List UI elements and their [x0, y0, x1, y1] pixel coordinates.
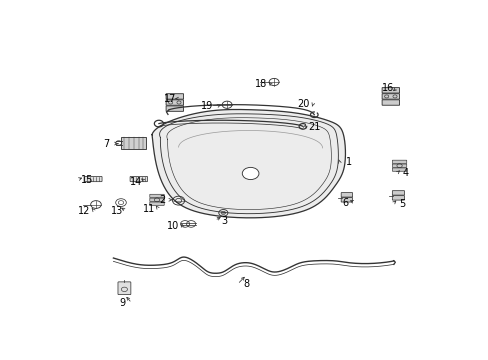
FancyBboxPatch shape [391, 191, 404, 195]
Text: 21: 21 [307, 122, 320, 132]
FancyBboxPatch shape [381, 87, 399, 93]
FancyBboxPatch shape [391, 164, 406, 167]
Text: 3: 3 [221, 216, 227, 226]
FancyBboxPatch shape [341, 193, 352, 197]
Text: 9: 9 [119, 298, 125, 308]
FancyBboxPatch shape [166, 94, 183, 99]
FancyBboxPatch shape [118, 282, 131, 294]
FancyBboxPatch shape [391, 168, 406, 171]
Text: 7: 7 [102, 139, 109, 149]
Text: 12: 12 [78, 206, 91, 216]
Circle shape [242, 167, 259, 180]
Text: 14: 14 [130, 177, 142, 187]
FancyBboxPatch shape [149, 202, 164, 205]
FancyBboxPatch shape [381, 100, 399, 105]
Polygon shape [152, 109, 345, 218]
Text: 15: 15 [81, 175, 93, 185]
FancyBboxPatch shape [166, 100, 183, 105]
Circle shape [221, 211, 225, 215]
Text: 5: 5 [398, 199, 405, 209]
FancyBboxPatch shape [121, 136, 146, 149]
FancyBboxPatch shape [391, 195, 404, 200]
Text: 8: 8 [243, 279, 249, 289]
Text: 4: 4 [402, 168, 408, 179]
Text: 6: 6 [342, 198, 348, 208]
FancyBboxPatch shape [391, 160, 406, 163]
FancyBboxPatch shape [166, 106, 183, 111]
FancyBboxPatch shape [149, 198, 164, 202]
Text: 11: 11 [142, 204, 155, 214]
Text: 1: 1 [346, 157, 351, 167]
Text: 16: 16 [381, 82, 393, 93]
FancyBboxPatch shape [381, 94, 399, 99]
Text: 20: 20 [297, 99, 309, 109]
Text: 2: 2 [159, 195, 165, 205]
Text: 19: 19 [201, 102, 213, 111]
Text: 13: 13 [110, 206, 122, 216]
FancyBboxPatch shape [341, 198, 352, 202]
FancyBboxPatch shape [149, 194, 164, 198]
FancyBboxPatch shape [130, 176, 147, 182]
Text: 18: 18 [255, 79, 267, 89]
Text: 17: 17 [164, 94, 176, 104]
Text: 10: 10 [166, 221, 179, 231]
FancyBboxPatch shape [84, 176, 102, 182]
